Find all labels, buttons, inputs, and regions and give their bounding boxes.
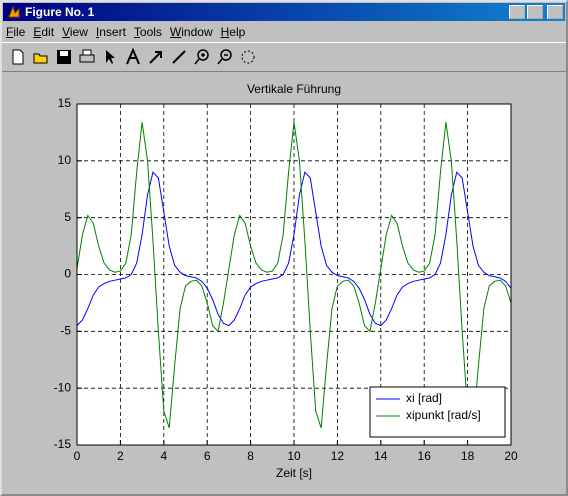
menu-item[interactable]: Tools bbox=[133, 25, 162, 39]
x-tick-label: 8 bbox=[247, 449, 254, 463]
x-tick-label: 18 bbox=[461, 449, 475, 463]
x-tick-label: 16 bbox=[418, 449, 432, 463]
y-tick-label: 15 bbox=[58, 96, 72, 110]
close-button[interactable] bbox=[547, 5, 563, 19]
menu-item[interactable]: Help bbox=[220, 25, 246, 39]
text-icon[interactable] bbox=[123, 47, 143, 67]
arrow-icon[interactable] bbox=[146, 47, 166, 67]
x-tick-label: 2 bbox=[117, 449, 124, 463]
axes-frame bbox=[76, 103, 512, 446]
legend bbox=[369, 386, 506, 438]
legend-label: xi [rad] bbox=[406, 391, 442, 405]
title-bar: Figure No. 1 bbox=[3, 3, 565, 21]
x-tick-label: 6 bbox=[204, 449, 211, 463]
zoom-in-icon[interactable] bbox=[192, 47, 212, 67]
print-icon[interactable] bbox=[77, 47, 97, 67]
line-icon[interactable] bbox=[169, 47, 189, 67]
window-title: Figure No. 1 bbox=[25, 5, 95, 19]
x-tick-label: 10 bbox=[287, 449, 301, 463]
select-icon[interactable] bbox=[100, 47, 120, 67]
x-tick-label: 14 bbox=[374, 449, 388, 463]
zoom-out-icon[interactable] bbox=[215, 47, 235, 67]
y-tick-label: -5 bbox=[60, 324, 71, 338]
menu-item[interactable]: File bbox=[6, 25, 26, 39]
legend-label: xipunkt [rad/s] bbox=[406, 408, 481, 422]
new-icon[interactable] bbox=[8, 47, 28, 67]
chart-title: Vertikale Führung bbox=[247, 82, 341, 96]
x-tick-label: 4 bbox=[160, 449, 167, 463]
open-icon[interactable] bbox=[31, 47, 51, 67]
y-tick-label: 5 bbox=[64, 210, 71, 224]
menu-bar: File Edit View Insert Tools Window Help bbox=[2, 22, 566, 42]
app-icon bbox=[8, 5, 20, 18]
menu-item[interactable]: View bbox=[62, 25, 88, 39]
y-tick-label: 0 bbox=[64, 267, 71, 281]
menu-item[interactable]: Window bbox=[169, 25, 213, 39]
y-tick-label: -10 bbox=[54, 380, 72, 394]
series-line bbox=[76, 122, 512, 429]
x-tick-label: 12 bbox=[331, 449, 345, 463]
x-tick-label: 0 bbox=[74, 449, 81, 463]
y-tick-label: 10 bbox=[58, 153, 72, 167]
x-tick-label: 20 bbox=[504, 449, 518, 463]
chart: Vertikale Führung Zeit [s] 0 2 4 6 8 10 12 14 16… bbox=[54, 82, 518, 480]
rotate-icon[interactable] bbox=[238, 47, 258, 67]
minimize-button[interactable] bbox=[509, 5, 525, 19]
menu-item[interactable]: Insert bbox=[95, 25, 126, 39]
x-axis-label: Zeit [s] bbox=[276, 466, 312, 480]
save-icon[interactable] bbox=[54, 47, 74, 67]
menu-item[interactable]: Edit bbox=[33, 25, 55, 39]
y-tick-label: -15 bbox=[54, 437, 72, 451]
toolbar bbox=[2, 42, 566, 72]
maximize-button[interactable] bbox=[527, 5, 543, 19]
